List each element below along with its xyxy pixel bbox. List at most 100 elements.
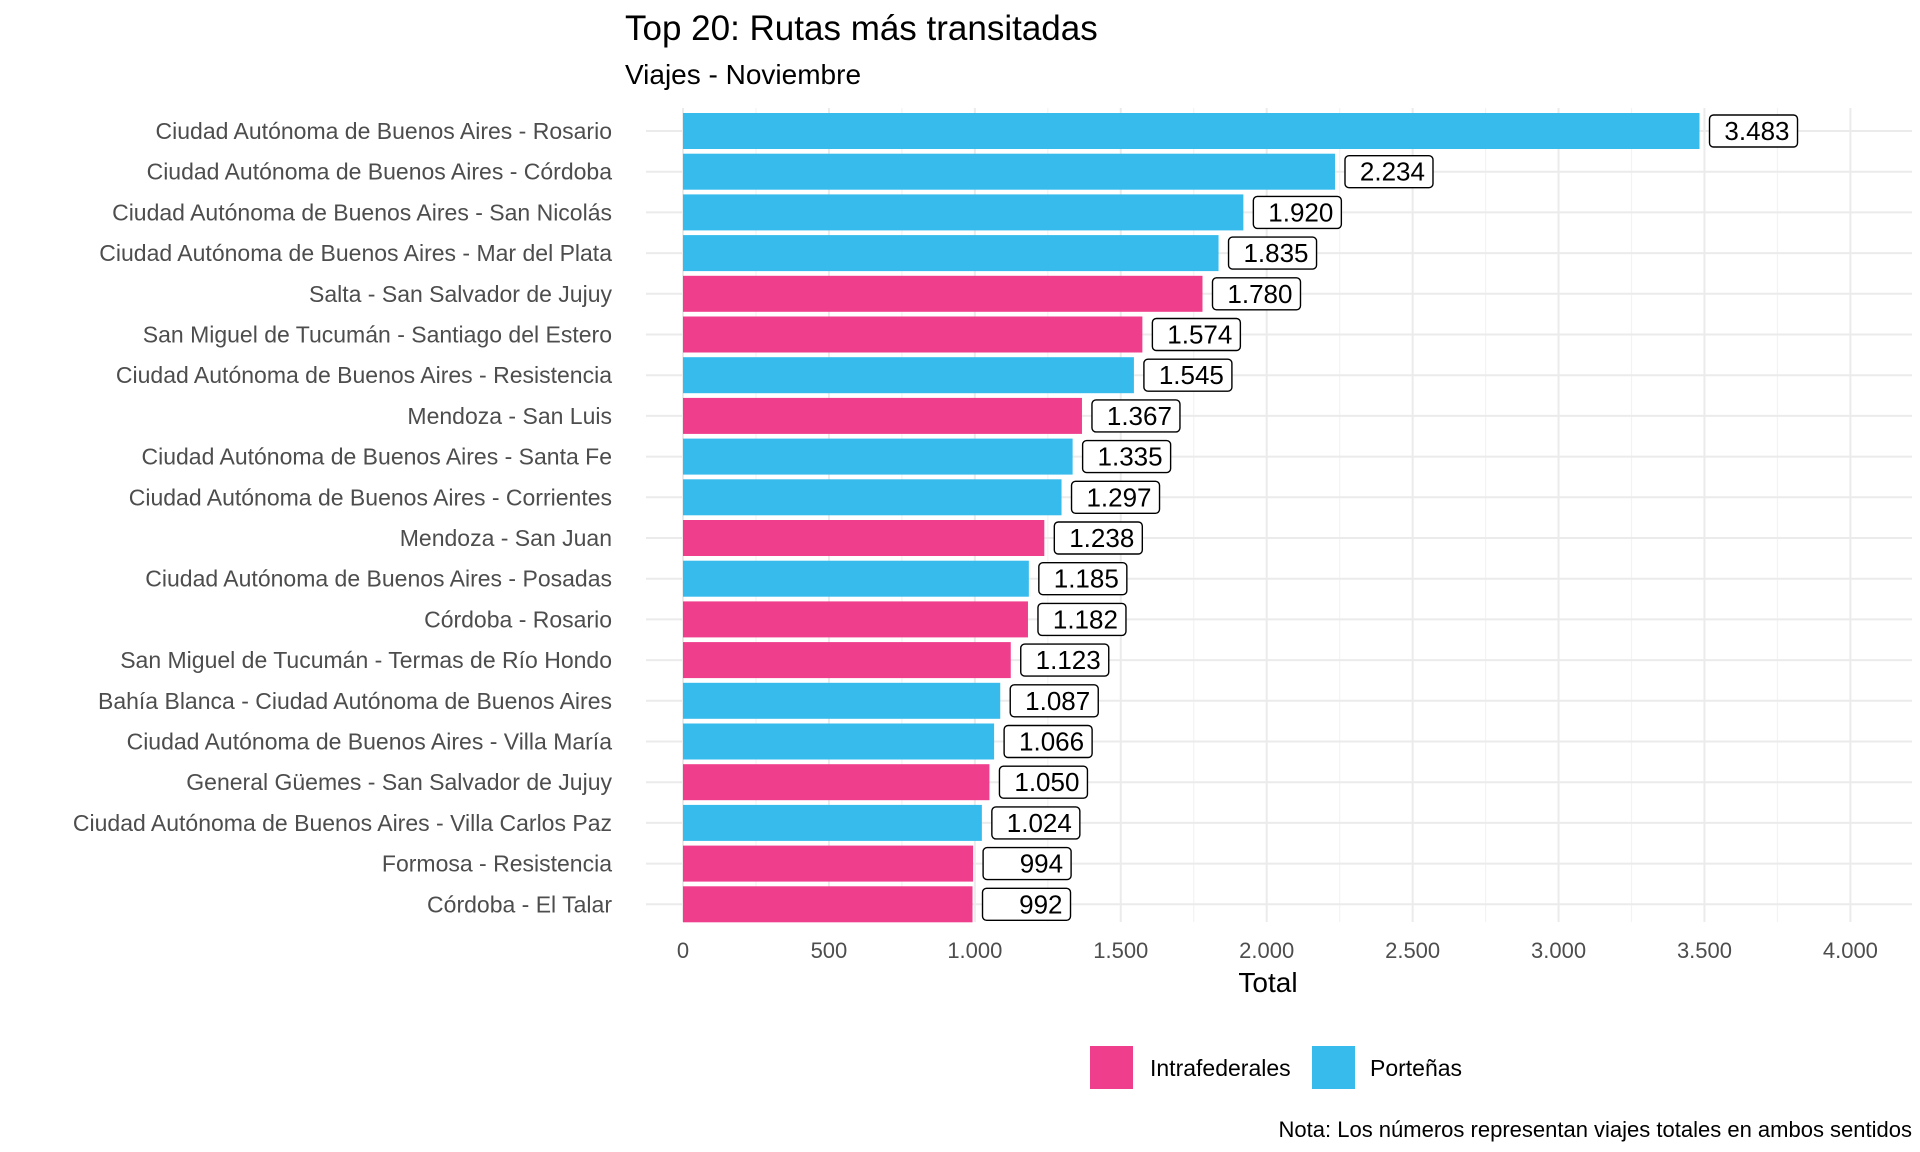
- data-label: 1.050: [1014, 767, 1079, 797]
- bar: [683, 886, 973, 923]
- data-label: 1.367: [1107, 401, 1172, 431]
- data-label: 1.835: [1243, 238, 1308, 268]
- data-label: 1.087: [1025, 686, 1090, 716]
- category-label: Ciudad Autónoma de Buenos Aires - Resist…: [116, 362, 612, 388]
- data-label-box: [1020, 643, 1110, 677]
- category-labels: Ciudad Autónoma de Buenos Aires - Rosari…: [73, 118, 613, 917]
- category-label: Córdoba - Rosario: [424, 606, 612, 632]
- data-label: 1.574: [1167, 320, 1232, 350]
- legend: Intrafederales Porteñas: [1090, 1046, 1462, 1089]
- x-tick-label: 2.500: [1385, 938, 1440, 963]
- category-label: San Miguel de Tucumán - Santiago del Est…: [143, 322, 612, 348]
- x-tick-label: 3.000: [1531, 938, 1586, 963]
- category-label: Ciudad Autónoma de Buenos Aires - Rosari…: [156, 118, 612, 144]
- bar: [683, 438, 1073, 475]
- data-label: 1.545: [1159, 360, 1224, 390]
- bar: [683, 601, 1028, 638]
- data-label-box: [1211, 277, 1302, 311]
- category-label: Mendoza - San Luis: [407, 403, 612, 429]
- data-label-box: [1143, 358, 1233, 392]
- bar: [683, 642, 1011, 679]
- x-tick-label: 2.000: [1239, 938, 1294, 963]
- category-label: Ciudad Autónoma de Buenos Aires - San Ni…: [112, 199, 612, 225]
- bar: [683, 723, 995, 760]
- data-label-box: [1708, 114, 1799, 148]
- category-label: Salta - San Salvador de Jujuy: [309, 281, 613, 307]
- bar: [683, 235, 1219, 272]
- chart-title: Top 20: Rutas más transitadas: [625, 9, 1098, 48]
- category-label: Ciudad Autónoma de Buenos Aires - Villa …: [127, 729, 613, 755]
- category-label: Córdoba - El Talar: [427, 891, 612, 917]
- category-label: General Güemes - San Salvador de Jujuy: [186, 769, 612, 795]
- chart-subtitle: Viajes - Noviembre: [625, 59, 861, 90]
- category-label: Mendoza - San Juan: [400, 525, 612, 551]
- bar: [683, 316, 1143, 353]
- bar: [683, 113, 1700, 149]
- data-label: 1.238: [1069, 523, 1134, 553]
- category-label: Bahía Blanca - Ciudad Autónoma de Buenos…: [98, 688, 612, 714]
- bar: [683, 275, 1203, 312]
- legend-label: Porteñas: [1370, 1055, 1462, 1081]
- data-label: 1.780: [1227, 279, 1292, 309]
- bar: [683, 845, 974, 882]
- category-label: Ciudad Autónoma de Buenos Aires - Mar de…: [99, 240, 612, 266]
- data-label: 1.123: [1036, 645, 1101, 675]
- bar: [683, 682, 1001, 719]
- data-label: 1.185: [1054, 564, 1119, 594]
- data-label-box: [1081, 439, 1172, 474]
- bar: [683, 764, 990, 801]
- category-label: Ciudad Autónoma de Buenos Aires - Posada…: [145, 566, 612, 592]
- data-label: 1.182: [1053, 604, 1118, 634]
- bar: [683, 520, 1045, 556]
- data-label: 1.335: [1098, 442, 1163, 472]
- data-label-box: [982, 846, 1072, 881]
- x-axis-title: Total: [1238, 967, 1297, 998]
- data-label: 1.920: [1268, 197, 1333, 227]
- data-label: 992: [1019, 889, 1062, 919]
- bar: [683, 357, 1134, 394]
- data-label-box: [1003, 724, 1093, 759]
- category-label: Formosa - Resistencia: [382, 851, 612, 877]
- legend-swatch: [1312, 1046, 1355, 1089]
- data-label-box: [1344, 154, 1434, 189]
- data-label-box: [1037, 602, 1127, 637]
- data-label: 3.483: [1724, 116, 1789, 146]
- bar: [683, 804, 982, 841]
- data-label: 1.024: [1007, 808, 1072, 838]
- bar: [683, 153, 1335, 190]
- data-label-box: [1053, 521, 1144, 555]
- bars: [683, 113, 1700, 923]
- data-label: 2.234: [1360, 157, 1425, 187]
- legend-label: Intrafederales: [1150, 1055, 1291, 1081]
- bar: [683, 194, 1244, 231]
- category-label: Ciudad Autónoma de Buenos Aires - Corrie…: [129, 484, 612, 510]
- data-label-box: [1091, 399, 1181, 433]
- data-label-box: [1227, 236, 1318, 270]
- x-tick-label: 4.000: [1823, 938, 1878, 963]
- data-label-box: [1151, 317, 1242, 352]
- data-labels: 3.483 2.234 1.920 1.835 1.780 1.574 1.545 1.367…: [981, 114, 1799, 921]
- bar: [683, 560, 1029, 597]
- x-axis-ticks: 0 500 1.000 1.500 2.000 2.500 3.000 3.500 4.000: [677, 938, 1878, 963]
- bar: [683, 479, 1062, 516]
- category-label: Ciudad Autónoma de Buenos Aires - Santa …: [141, 444, 612, 470]
- data-label: 1.066: [1019, 727, 1084, 757]
- chart-caption: Nota: Los números representan viajes tot…: [1279, 1117, 1912, 1142]
- data-label-box: [1070, 480, 1161, 514]
- category-label: Ciudad Autónoma de Buenos Aires - Córdob…: [147, 159, 613, 185]
- legend-swatch: [1090, 1046, 1133, 1089]
- data-label-box: [1252, 195, 1343, 230]
- category-label: San Miguel de Tucumán - Termas de Río Ho…: [120, 647, 612, 673]
- bar: [683, 397, 1082, 434]
- x-tick-label: 1.000: [947, 938, 1002, 963]
- x-tick-label: 0: [677, 938, 689, 963]
- data-label-box: [1009, 684, 1099, 718]
- x-tick-label: 3.500: [1677, 938, 1732, 963]
- data-label-box: [981, 887, 1072, 921]
- data-label-box: [991, 806, 1081, 840]
- data-label: 1.297: [1086, 482, 1151, 512]
- data-label-box: [998, 765, 1089, 799]
- category-label: Ciudad Autónoma de Buenos Aires - Villa …: [73, 810, 612, 836]
- data-label-box: [1038, 562, 1128, 596]
